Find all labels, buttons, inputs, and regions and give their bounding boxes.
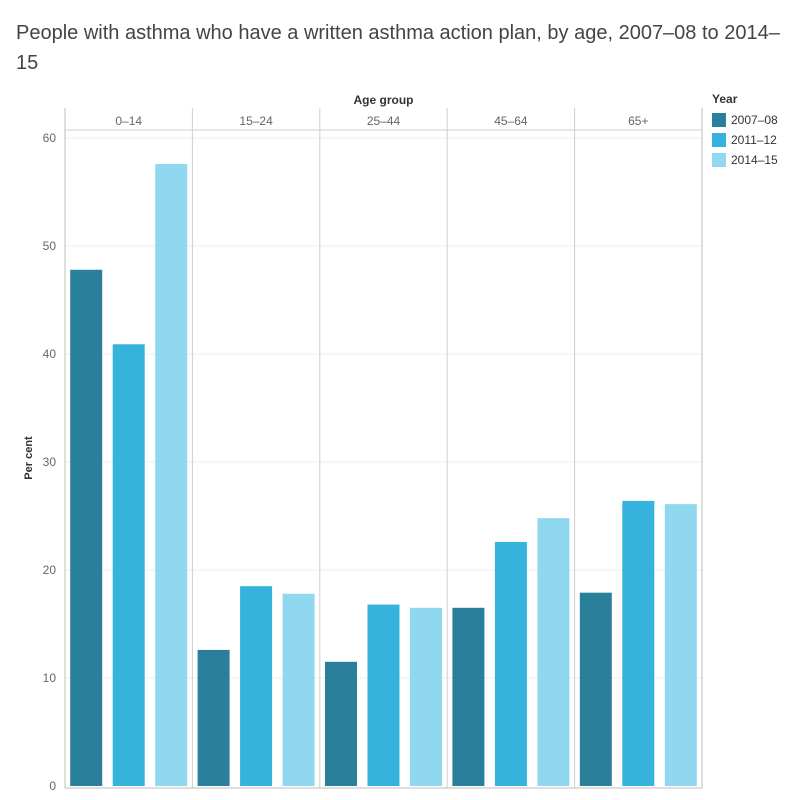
facet-header: Age group 0–14 15–24 25–44 45–64 65+ <box>65 93 702 131</box>
legend: Year 2007–08 2011–12 2014–15 <box>712 92 778 170</box>
bar <box>664 504 697 786</box>
bar <box>282 593 315 786</box>
legend-swatch <box>712 113 726 127</box>
legend-label: 2011–12 <box>731 133 777 147</box>
bar <box>537 518 570 786</box>
y-tick-label: 0 <box>49 779 56 793</box>
bar <box>70 269 103 786</box>
y-axis-label: Per cent <box>23 436 35 480</box>
bar <box>494 541 527 786</box>
legend-item-2011-12[interactable]: 2011–12 <box>712 130 778 150</box>
bar <box>197 649 230 786</box>
y-tick-label: 40 <box>43 347 57 361</box>
bar <box>579 592 612 786</box>
axes: 0 10 20 30 40 50 60 Per cent <box>23 108 703 793</box>
chart-title: People with asthma who have a written as… <box>16 22 780 74</box>
bar <box>622 500 655 786</box>
y-tick-label: 20 <box>43 563 57 577</box>
bar <box>325 661 357 786</box>
y-tick-label: 60 <box>43 131 57 145</box>
legend-item-2014-15[interactable]: 2014–15 <box>712 150 778 170</box>
legend-swatch <box>712 133 726 147</box>
y-tick-label: 10 <box>43 671 57 685</box>
category-label: 65+ <box>628 114 648 128</box>
y-tick-label: 50 <box>43 239 57 253</box>
legend-label: 2007–08 <box>731 113 778 127</box>
bars <box>70 163 697 787</box>
y-tick-label: 30 <box>43 455 57 469</box>
bar <box>367 604 400 786</box>
category-label: 45–64 <box>494 114 528 128</box>
bar <box>240 586 273 786</box>
category-label: 0–14 <box>115 114 142 128</box>
legend-title: Year <box>712 92 738 106</box>
legend-swatch <box>712 153 726 167</box>
legend-label: 2014–15 <box>731 153 778 167</box>
category-label: 15–24 <box>239 114 273 128</box>
legend-item-2007-08[interactable]: 2007–08 <box>712 110 778 130</box>
bar <box>452 607 485 786</box>
bar <box>112 344 145 786</box>
category-label: 25–44 <box>367 114 401 128</box>
facet-axis-label: Age group <box>354 93 414 107</box>
bar <box>410 607 442 786</box>
bar <box>155 163 188 787</box>
